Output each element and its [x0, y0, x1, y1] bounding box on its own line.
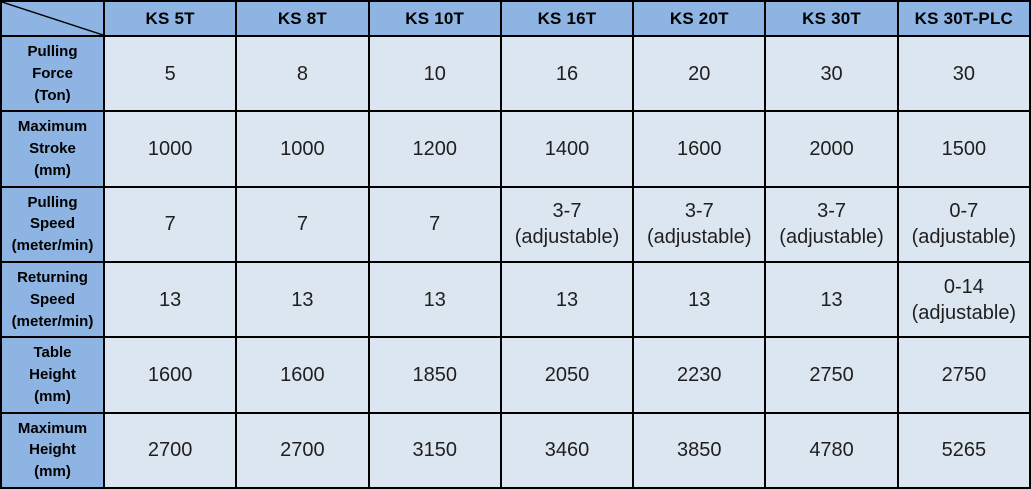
value-cell-table-height-ks-20t: 2230	[634, 338, 765, 412]
value-cell-pulling-force-ks-30t: 30	[766, 37, 897, 111]
corner-cell	[2, 2, 103, 35]
value-cell-pulling-force-ks-20t: 20	[634, 37, 765, 111]
value-cell-maximum-height-ks-5t: 2700	[105, 413, 236, 487]
value-cell-pulling-force-ks-30t-plc: 30	[898, 37, 1029, 111]
value-cell-pulling-speed-ks-20t: 3-7 (adjustable)	[634, 187, 765, 261]
value-cell-maximum-height-ks-8t: 2700	[237, 413, 368, 487]
value-cell-pulling-speed-ks-30t-plc: 0-7 (adjustable)	[898, 187, 1029, 261]
value-cell-maximum-height-ks-16t: 3460	[501, 413, 633, 487]
value-cell-pulling-force-ks-8t: 8	[237, 37, 368, 111]
value-cell-maximum-height-ks-20t: 3850	[634, 413, 765, 487]
value-cell-maximum-stroke-ks-30t-plc: 1500	[898, 112, 1029, 186]
value-cell-table-height-ks-30t-plc: 2750	[898, 338, 1029, 412]
column-header-ks-30t: KS 30T	[766, 2, 897, 35]
value-cell-returning-speed-ks-8t: 13	[237, 263, 368, 337]
value-cell-returning-speed-ks-30t-plc: 0-14 (adjustable)	[898, 263, 1029, 337]
column-header-ks-10t: KS 10T	[369, 2, 500, 35]
column-header-ks-8t: KS 8T	[237, 2, 368, 35]
value-cell-maximum-stroke-ks-20t: 1600	[634, 112, 765, 186]
value-cell-pulling-speed-ks-16t: 3-7 (adjustable)	[501, 187, 633, 261]
row-label-table-height: Table Height (mm)	[2, 338, 103, 412]
value-cell-table-height-ks-16t: 2050	[501, 338, 633, 412]
value-cell-returning-speed-ks-30t: 13	[766, 263, 897, 337]
row-label-maximum-stroke: Maximum Stroke (mm)	[2, 112, 103, 186]
value-cell-maximum-stroke-ks-8t: 1000	[237, 112, 368, 186]
column-header-ks-16t: KS 16T	[501, 2, 633, 35]
value-cell-table-height-ks-5t: 1600	[105, 338, 236, 412]
row-label-pulling-force: Pulling Force (Ton)	[2, 37, 103, 111]
value-cell-maximum-height-ks-30t: 4780	[766, 413, 897, 487]
value-cell-maximum-stroke-ks-5t: 1000	[105, 112, 236, 186]
value-cell-pulling-speed-ks-30t: 3-7 (adjustable)	[766, 187, 897, 261]
value-cell-returning-speed-ks-16t: 13	[501, 263, 633, 337]
value-cell-table-height-ks-30t: 2750	[766, 338, 897, 412]
value-cell-pulling-speed-ks-10t: 7	[369, 187, 500, 261]
value-cell-returning-speed-ks-5t: 13	[105, 263, 236, 337]
diagonal-line	[2, 2, 103, 35]
row-label-pulling-speed: Pulling Speed (meter/min)	[2, 187, 103, 261]
column-header-ks-20t: KS 20T	[634, 2, 765, 35]
value-cell-pulling-speed-ks-5t: 7	[105, 187, 236, 261]
value-cell-pulling-force-ks-10t: 10	[369, 37, 500, 111]
value-cell-returning-speed-ks-10t: 13	[369, 263, 500, 337]
value-cell-pulling-force-ks-16t: 16	[501, 37, 633, 111]
column-header-ks-5t: KS 5T	[105, 2, 236, 35]
value-cell-table-height-ks-10t: 1850	[369, 338, 500, 412]
value-cell-maximum-height-ks-30t-plc: 5265	[898, 413, 1029, 487]
value-cell-table-height-ks-8t: 1600	[237, 338, 368, 412]
value-cell-maximum-stroke-ks-16t: 1400	[501, 112, 633, 186]
value-cell-maximum-stroke-ks-10t: 1200	[369, 112, 500, 186]
value-cell-maximum-height-ks-10t: 3150	[369, 413, 500, 487]
row-label-maximum-height: Maximum Height (mm)	[2, 413, 103, 487]
column-header-ks-30t-plc: KS 30T-PLC	[898, 2, 1029, 35]
value-cell-pulling-speed-ks-8t: 7	[237, 187, 368, 261]
row-label-returning-speed: Returning Speed (meter/min)	[2, 263, 103, 337]
value-cell-maximum-stroke-ks-30t: 2000	[766, 112, 897, 186]
value-cell-returning-speed-ks-20t: 13	[634, 263, 765, 337]
value-cell-pulling-force-ks-5t: 5	[105, 37, 236, 111]
